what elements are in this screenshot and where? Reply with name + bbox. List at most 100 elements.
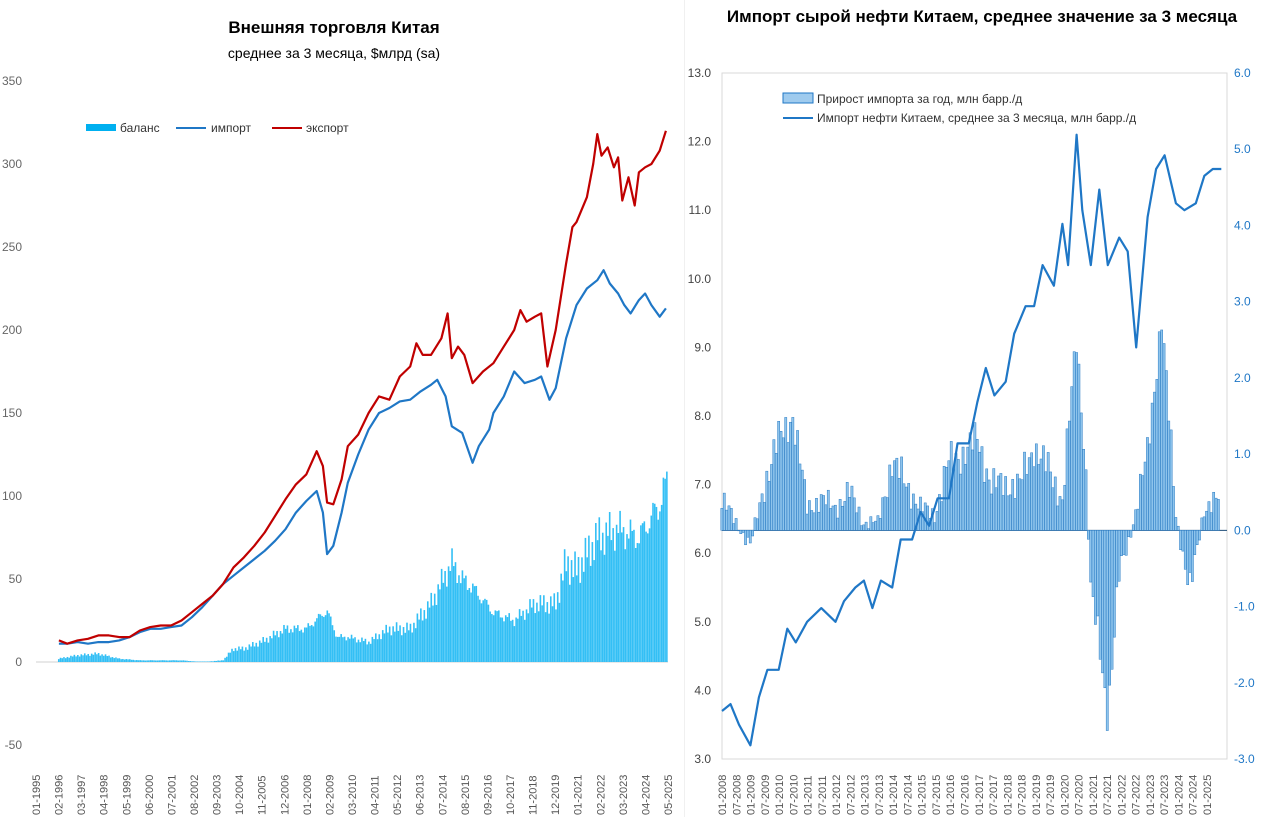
growth-bar: [741, 530, 745, 533]
balance-bar: [246, 649, 249, 662]
growth-bar: [758, 502, 762, 531]
growth-bar: [1174, 517, 1178, 531]
balance-bar: [57, 659, 60, 662]
balance-bar: [430, 592, 433, 662]
growth-bar: [1186, 530, 1190, 585]
balance-bar: [343, 636, 346, 662]
y-tick-label: 50: [9, 572, 23, 586]
balance-bar: [548, 613, 550, 662]
balance-bar: [539, 595, 542, 662]
growth-bar: [784, 417, 788, 531]
growth-bar: [730, 508, 733, 531]
china-oil-import-chart-canvas: Импорт сырой нефти Китаем, среднее значе…: [688, 7, 1255, 815]
balance-bar: [220, 660, 223, 662]
x-tick-label: 10-2004: [234, 775, 246, 815]
y-right-tick-label: 6.0: [1234, 66, 1251, 80]
balance-bar: [309, 625, 311, 662]
balance-bar: [193, 661, 195, 662]
balance-bar: [428, 607, 431, 662]
balance-bar: [149, 660, 152, 662]
x-tick-label: 01-2012: [831, 775, 843, 815]
legend-label-import: Импорт нефти Китаем, среднее за 3 месяца…: [817, 111, 1136, 125]
growth-bar: [1115, 530, 1119, 588]
balance-bar: [543, 595, 545, 662]
balance-bar: [179, 660, 181, 662]
x-tick-label: 07-2024: [1188, 775, 1200, 815]
balance-bar: [165, 660, 167, 662]
balance-bar: [198, 661, 200, 663]
growth-bar: [933, 522, 937, 531]
balance-bar: [485, 599, 488, 662]
balance-bar: [104, 654, 107, 662]
balance-bar: [134, 660, 136, 662]
balance-bar: [534, 613, 536, 662]
balance-bar: [523, 619, 526, 662]
growth-bar: [1127, 530, 1130, 537]
x-tick-label: 12-2019: [550, 775, 562, 815]
balance-bar: [619, 510, 621, 662]
x-tick-label: 07-2016: [960, 775, 972, 815]
growth-bar: [1205, 510, 1208, 531]
growth-bar: [810, 510, 814, 531]
balance-bar: [612, 528, 614, 662]
balance-bar: [513, 626, 516, 662]
balance-bar: [271, 638, 273, 662]
balance-bar: [629, 519, 632, 662]
growth-bar: [819, 494, 823, 531]
balance-bar: [94, 652, 96, 662]
growth-bar: [834, 504, 837, 531]
balance-bar: [349, 638, 351, 662]
balance-bar: [75, 656, 77, 662]
growth-bar: [1209, 512, 1213, 531]
balance-bar: [458, 575, 460, 662]
balance-bar: [591, 542, 594, 662]
balance-bar: [655, 506, 658, 662]
growth-bar: [864, 521, 868, 531]
balance-bar: [565, 571, 568, 662]
x-tick-label: 01-2018: [1002, 775, 1014, 815]
balance-bar: [647, 533, 649, 662]
balance-bar: [77, 655, 79, 662]
growth-bar: [793, 444, 797, 531]
balance-bar: [357, 639, 360, 662]
x-tick-label: 07-2014: [902, 775, 914, 815]
balance-bar: [63, 657, 65, 662]
balance-bar: [407, 630, 410, 662]
growth-bar: [765, 470, 769, 531]
balance-bar: [361, 637, 363, 662]
balance-bar: [97, 653, 100, 662]
y-tick-label: -50: [5, 738, 23, 752]
growth-bar: [737, 530, 740, 532]
growth-bar: [1198, 530, 1201, 541]
balance-bar: [111, 657, 114, 662]
growth-bar: [1122, 530, 1126, 555]
growth-bar: [1202, 516, 1206, 531]
growth-bar: [751, 530, 754, 537]
balance-bar: [447, 566, 450, 662]
growth-bar: [782, 437, 785, 531]
x-tick-label: 05-2012: [392, 775, 404, 815]
balance-bar: [319, 614, 322, 662]
growth-bar: [1129, 530, 1133, 538]
balance-bar: [350, 634, 353, 662]
balance-bar: [123, 659, 126, 662]
growth-bar: [777, 421, 780, 531]
balance-bar: [213, 660, 216, 662]
balance-bar: [650, 515, 653, 662]
y-tick-label: 250: [2, 240, 22, 254]
x-tick-label: 02-2009: [324, 775, 336, 815]
x-tick-label: 04-1998: [99, 775, 111, 815]
growth-bar: [860, 525, 863, 531]
x-tick-label: 04-2011: [370, 775, 382, 815]
balance-bar: [572, 577, 575, 662]
growth-bar: [1039, 458, 1043, 531]
balance-bar: [406, 622, 408, 662]
x-tick-label: 11-2005: [257, 775, 269, 815]
balance-bar: [163, 660, 166, 662]
growth-bar: [1075, 352, 1078, 531]
growth-bar: [968, 432, 972, 531]
balance-bar: [206, 661, 209, 662]
balance-bar: [624, 549, 627, 662]
balance-bar: [175, 660, 178, 662]
balance-bar: [621, 532, 623, 662]
